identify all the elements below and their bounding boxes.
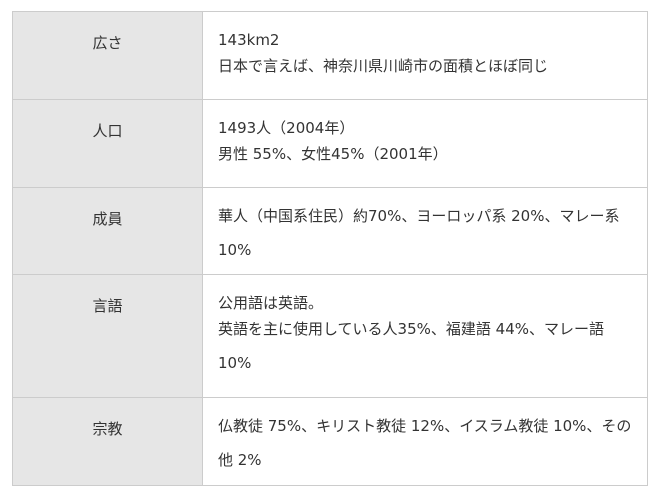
value-line: 1493人（2004年） [218,119,355,137]
row-value-composition: 華人（中国系住民）約70%、ヨーロッパ系 20%、マレー系 10% [202,187,648,275]
value-line: 男性 55%、女性45%（2001年） [218,145,448,163]
value-line: 143km2 [218,31,280,49]
row-value-language: 公用語は英語。 英語を主に使用している人35%、福建語 44%、マレー語 10% [202,274,648,398]
value-line: 日本で言えば、神奈川県川崎市の面積とほぼ同じ [218,57,549,75]
value-line: 公用語は英語。 [218,294,324,312]
value-line: 英語を主に使用している人35%、福建語 44%、マレー語 10% [218,320,604,372]
value-line: 仏教徒 75%、キリスト教徒 12%、イスラム教徒 10%、その他 2% [218,417,632,469]
table-row: 人口 1493人（2004年） 男性 55%、女性45%（2001年） [12,99,648,188]
table-row: 宗教 仏教徒 75%、キリスト教徒 12%、イスラム教徒 10%、その他 2% [12,397,648,486]
row-label-composition: 成員 [12,187,203,275]
value-line: 華人（中国系住民）約70%、ヨーロッパ系 20%、マレー系 10% [218,207,620,259]
row-value-area: 143km2 日本で言えば、神奈川県川崎市の面積とほぼ同じ [202,11,648,100]
row-label-religion: 宗教 [12,397,203,486]
info-table: 広さ 143km2 日本で言えば、神奈川県川崎市の面積とほぼ同じ 人口 1493… [12,11,648,486]
table-row: 広さ 143km2 日本で言えば、神奈川県川崎市の面積とほぼ同じ [12,11,648,100]
table-row: 言語 公用語は英語。 英語を主に使用している人35%、福建語 44%、マレー語 … [12,274,648,398]
row-value-religion: 仏教徒 75%、キリスト教徒 12%、イスラム教徒 10%、その他 2% [202,397,648,486]
row-label-population: 人口 [12,99,203,188]
row-value-population: 1493人（2004年） 男性 55%、女性45%（2001年） [202,99,648,188]
row-label-area: 広さ [12,11,203,100]
row-label-language: 言語 [12,274,203,398]
table-row: 成員 華人（中国系住民）約70%、ヨーロッパ系 20%、マレー系 10% [12,187,648,275]
